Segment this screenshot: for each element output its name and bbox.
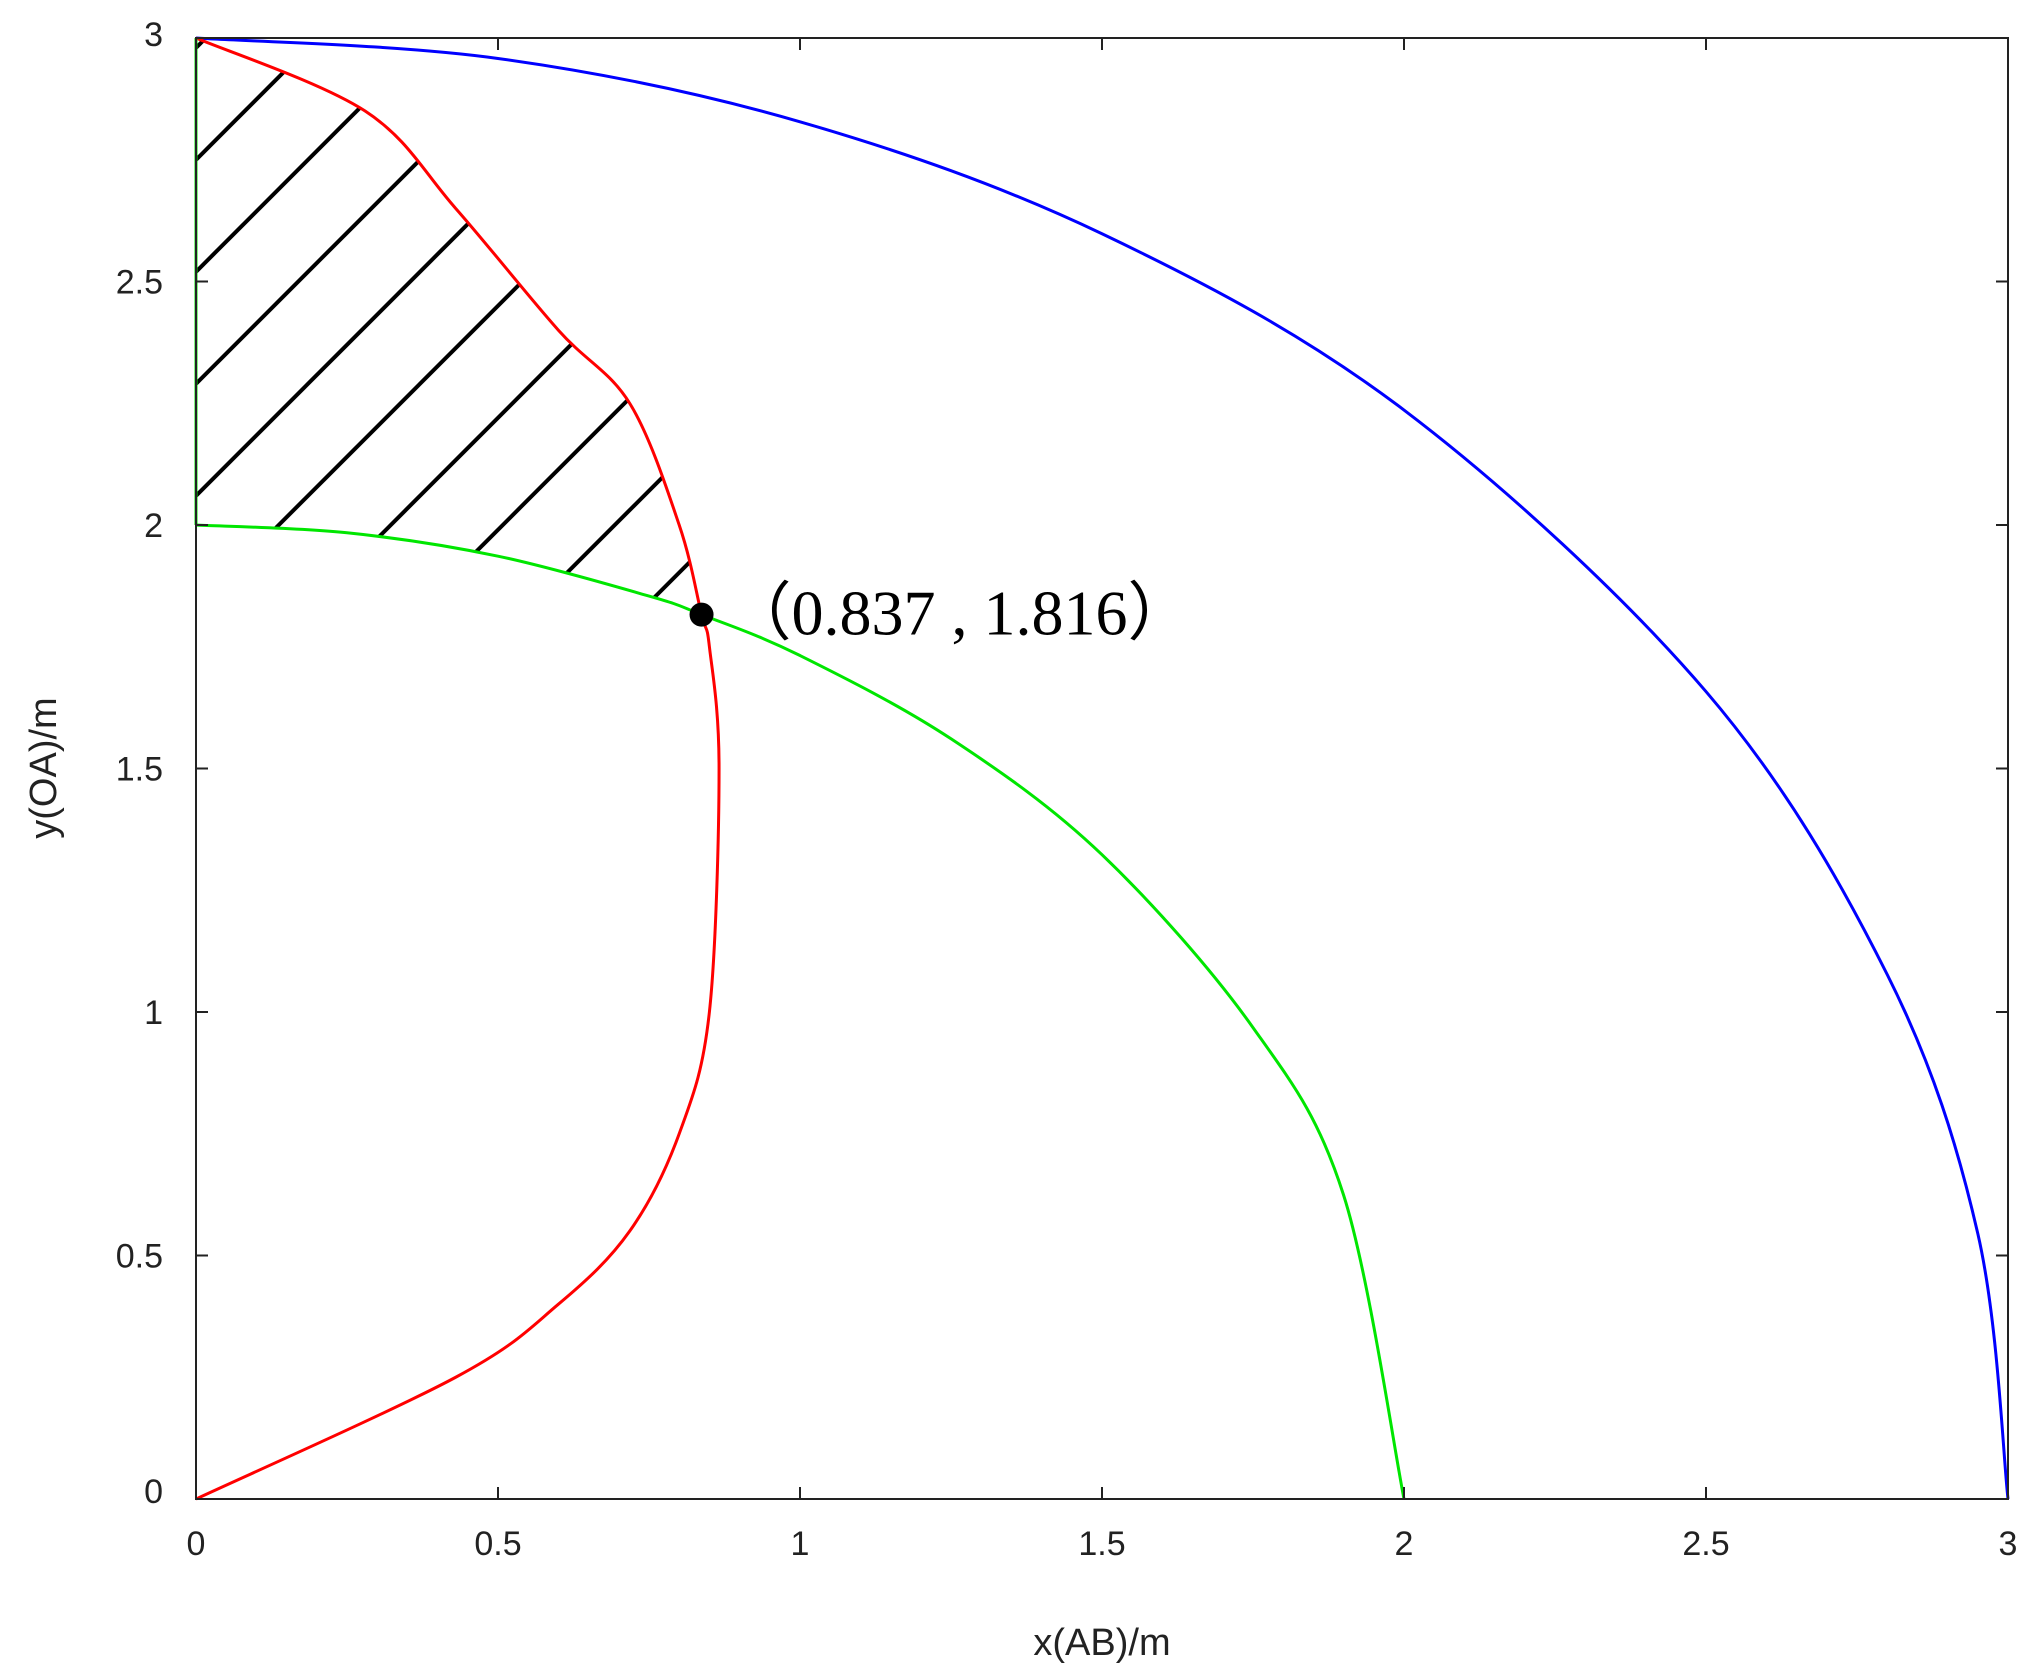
hatch-line — [196, 38, 702, 274]
y-tick-label: 0.5 — [116, 1238, 163, 1276]
y-tick-label: 2 — [144, 507, 163, 545]
hatch-line — [196, 42, 702, 615]
hatch-line — [196, 38, 702, 50]
x-tick-label: 2.5 — [1682, 1525, 1729, 1563]
x-tick-label: 0.5 — [474, 1525, 521, 1563]
hatch-line — [196, 38, 702, 386]
series-line-2 — [195, 523, 1406, 1500]
y-axis-title: y(OA)/m — [23, 697, 65, 838]
y-tick-label: 2.5 — [116, 264, 163, 302]
x-axis-title: x(AB)/m — [1033, 1622, 1170, 1664]
x-tick-label: 3 — [1999, 1525, 2018, 1563]
y-tick-label: 0 — [144, 1473, 163, 1511]
y-tick-label: 3 — [144, 16, 163, 54]
y-tick-label: 1.5 — [116, 751, 163, 789]
series-line-1 — [195, 36, 2010, 1500]
x-tick-label: 1.5 — [1078, 1525, 1125, 1563]
intersection-label: （0.837 , 1.816） — [728, 578, 1192, 649]
x-tick-label: 0 — [187, 1525, 206, 1563]
x-tick-label: 1 — [791, 1525, 810, 1563]
hatch-line — [196, 38, 702, 615]
plot-frame — [195, 37, 2009, 1500]
intersection-point — [689, 602, 714, 627]
x-tick-label: 2 — [1395, 1525, 1414, 1563]
y-tick-label: 1 — [144, 994, 163, 1032]
tick-labels: 0 0.5 1 1.5 2 2.5 3 0 0.5 1 1.5 2 2.5 3 — [116, 16, 2018, 1563]
series-layer — [194, 36, 2010, 1501]
annotation-layer: （0.837 , 1.816） — [689, 578, 1192, 649]
hatch-line — [196, 266, 702, 615]
axis-ticks — [195, 37, 2009, 1500]
series-line-3 — [195, 36, 721, 1501]
